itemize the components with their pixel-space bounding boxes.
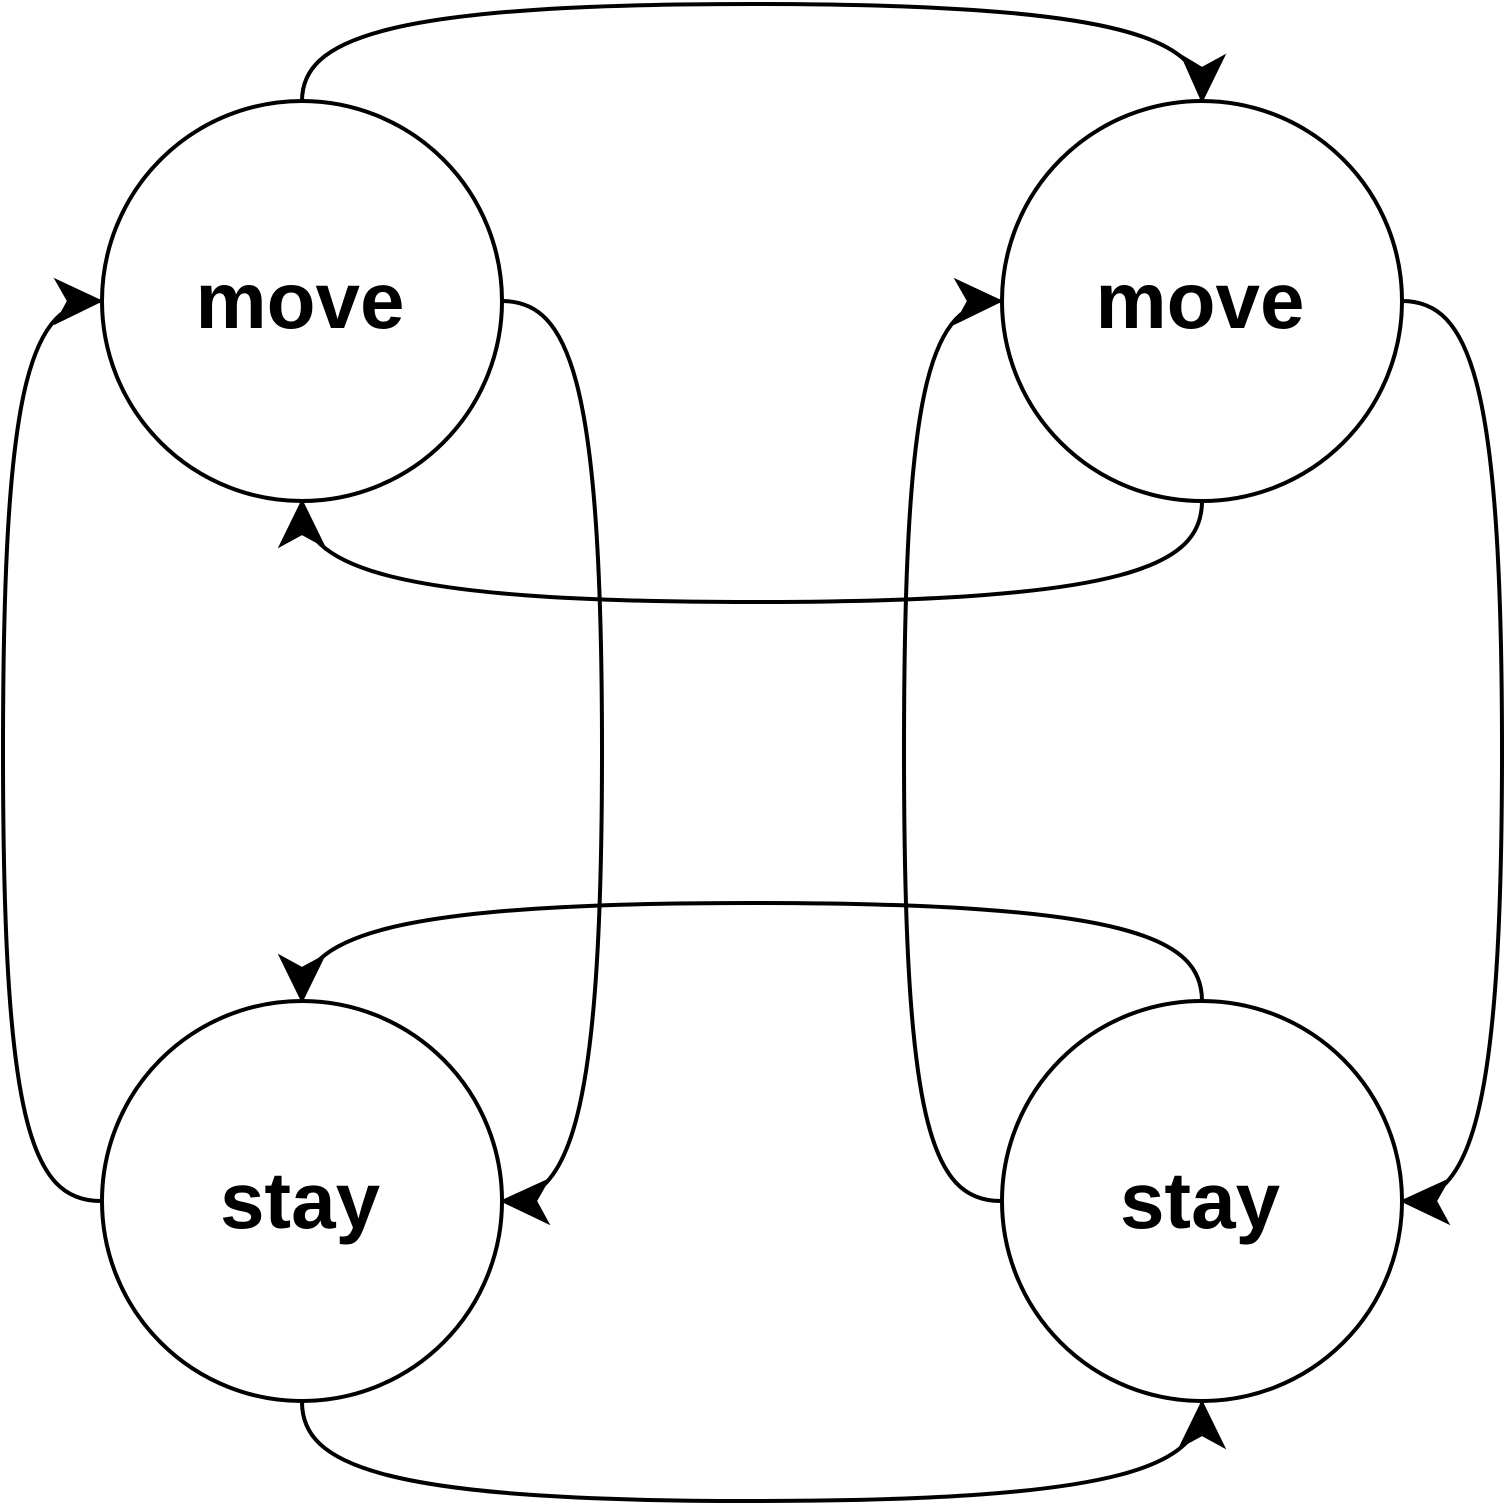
node-label: move — [1096, 256, 1305, 345]
node-label: stay — [220, 1156, 381, 1245]
arrowhead-move-tl-left — [53, 277, 104, 326]
node-label: move — [196, 256, 405, 345]
arrowhead-stay-br-right — [1399, 1177, 1451, 1226]
node-circle — [100, 999, 504, 1403]
node-circle — [1000, 99, 1404, 503]
edge-stay-bl-to-move-tl — [0, 299, 102, 1203]
node-stay-bottom-right: stay — [1000, 999, 1404, 1403]
node-circle — [1000, 999, 1404, 1403]
edge-move-tr-to-stay-br — [1401, 299, 1505, 1203]
edge-move-tl-to-stay-bl — [501, 299, 605, 1203]
node-move-top-right: move — [1000, 99, 1404, 503]
edge-stay-bl-to-stay-br — [300, 1401, 1204, 1504]
arrowhead-stay-bl-right — [499, 1177, 551, 1226]
node-circle — [100, 99, 504, 503]
arrowhead-stay-br-bottom — [1177, 1399, 1227, 1450]
edge-move-tr-to-move-tl — [300, 500, 1204, 605]
arrowhead-move-tr-top — [1179, 53, 1227, 104]
arrowhead-move-tl-bottom — [277, 498, 327, 549]
edge-move-tl-to-move-tr — [300, 1, 1204, 102]
edge-stay-br-to-move-tr — [901, 299, 1002, 1203]
arrowhead-move-tr-left — [953, 277, 1004, 326]
edge-stay-br-to-stay-bl — [300, 900, 1204, 1002]
node-label: stay — [1120, 1156, 1281, 1245]
node-stay-bottom-left: stay — [100, 999, 504, 1403]
arrowhead-stay-bl-top — [277, 953, 327, 1004]
node-move-top-left: move — [100, 99, 504, 503]
